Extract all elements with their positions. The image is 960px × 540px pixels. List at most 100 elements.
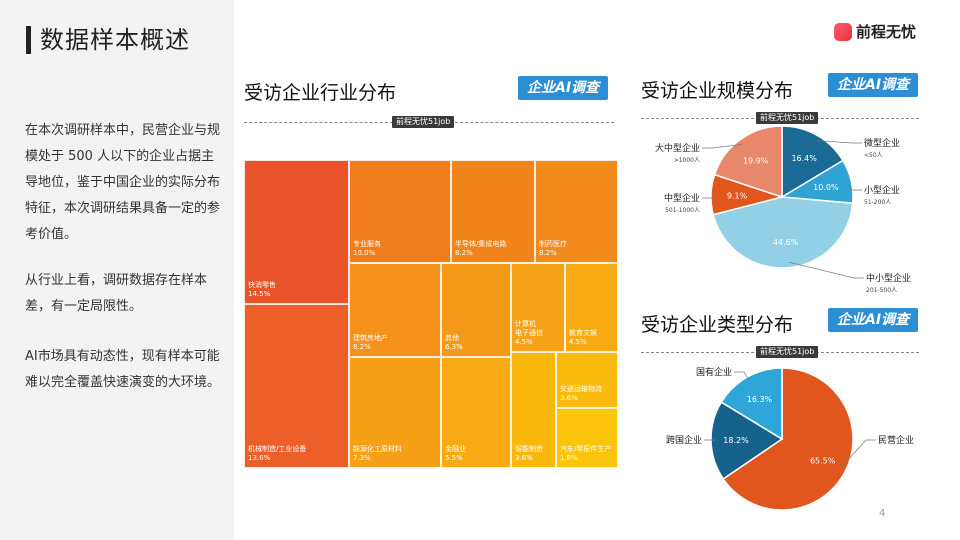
tile-label: 快消零售 14.5% [248, 281, 276, 299]
tile-construction: 建筑房地产 8.2% [349, 263, 441, 357]
tile-name: 其他 [445, 334, 459, 342]
type-pie-leader-dot [837, 467, 842, 472]
scale-pie-slice [712, 196, 854, 269]
scale-pie-leader-line [702, 143, 744, 149]
type-pie-category-label: 民营企业 [878, 434, 914, 446]
scale-pie-value-label: 19.9% [743, 157, 769, 166]
brand-logo: 前程无忧 [834, 21, 916, 42]
scale-pie-leader-line [845, 182, 862, 191]
tile-value: 4.5% [569, 338, 587, 346]
tile-value: 13.6% [248, 454, 271, 462]
scale-survey-badge: 企业AI调查 [828, 73, 919, 97]
type-source-tag: 前程无忧51job [756, 346, 819, 358]
tile-value: 3.6% [515, 454, 533, 462]
tile-name: 专业服务 [353, 240, 381, 248]
page-title: 数据样本概述 [40, 26, 190, 54]
scale-pie-category-sub: 51-200人 [864, 199, 891, 206]
tile-value: 6.3% [445, 343, 463, 351]
tile-value: 7.3% [353, 454, 371, 462]
scale-source-tag: 前程无忧51job [756, 112, 819, 124]
tile-value: 8.2% [353, 343, 371, 351]
tile-education: 教育文娱 4.5% [565, 263, 618, 352]
type-pie-value-label: 16.3% [747, 395, 773, 404]
tile-name: 机械制造/工业设备 [248, 445, 307, 453]
tile-name: 能源化工原材料 [353, 445, 402, 453]
tile-computer-telecom: 计算机 电子通信 4.5% [511, 263, 565, 352]
tile-other: 其他 6.3% [441, 263, 511, 357]
tile-label: 汽车/零配件生产 1.8% [560, 445, 611, 463]
tile-label: 机械制造/工业设备 13.6% [248, 445, 306, 463]
tile-value: 8.2% [539, 249, 557, 257]
scale-pie-category-sub: 201-500人 [866, 287, 897, 294]
tile-name: 教育文娱 [569, 329, 597, 337]
scale-pie-value-label: 10.0% [813, 183, 839, 192]
brand-logo-icon [834, 22, 852, 41]
tile-auto-parts: 汽车/零配件生产 1.8% [556, 408, 618, 468]
scale-pie-chart: 16.4% 微型企业 <50人 10.0% 小型企业 51-200人 44.6% 中小型企业 2… [655, 125, 911, 294]
tile-value: 5.5% [445, 454, 463, 462]
scale-pie-slice [713, 125, 783, 199]
tile-label: 其他 6.3% [445, 334, 463, 352]
title-accent-bar [26, 26, 31, 54]
scale-pie-leader-dot [785, 260, 789, 264]
tile-label: 计算机 电子通信 4.5% [515, 320, 543, 347]
tile-name: 交通运输物流 [560, 385, 602, 393]
tile-energy: 能源化工原材料 7.3% [349, 357, 441, 468]
tile-name: 金融业 [445, 445, 466, 453]
scale-pie-category-sub: <50人 [864, 152, 883, 159]
brand-logo-text: 前程无忧 [856, 23, 917, 41]
scale-pie-category-label: 小型企业 [864, 184, 900, 196]
paragraph-industry-note: 从行业上看，调研数据存在样本差，有一定局限性。 [25, 273, 208, 314]
tile-label: 半导体/集成电路 8.2% [455, 240, 506, 258]
tile-name: 建筑房地产 [353, 334, 388, 342]
tile-smart-manufacturing: 智能制造 3.6% [511, 352, 556, 468]
scale-pie-leader-dot [715, 193, 719, 197]
tile-name: 汽车/零配件生产 [560, 445, 612, 453]
paragraph-sample-summary: 在本次调研样本中，民营企业与规模处于 500 人以下的企业占据主导地位，鉴于中国… [25, 123, 221, 242]
type-pie-slice [722, 367, 854, 511]
type-pie-value-label: 65.5% [810, 457, 836, 466]
scale-pie-slice [781, 125, 844, 199]
scale-pie-category-label: 微型企业 [864, 137, 900, 149]
tile-name: 制药医疗 [539, 240, 567, 248]
scale-pie-value-label: 16.4% [791, 154, 817, 163]
scale-chart-title: 受访企业规模分布 [641, 80, 794, 102]
type-pie-category-label: 国有企业 [696, 366, 732, 378]
page-number: 4 [879, 508, 886, 519]
tile-label: 金融业 5.5% [445, 445, 466, 463]
tile-value: 1.8% [560, 454, 578, 462]
scale-pie-leader-line [787, 261, 864, 279]
tile-label: 智能制造 3.6% [515, 445, 543, 463]
tile-label: 建筑房地产 8.2% [353, 334, 388, 352]
tile-name: 计算机 电子通信 [515, 320, 543, 337]
industry-treemap: 快消零售 14.5% 机械制造/工业设备 13.6% 专业服务 10.0% 半导体/集成电路… [244, 160, 618, 468]
tile-value: 3.6% [560, 394, 578, 402]
tile-name: 半导体/集成电路 [455, 240, 507, 248]
tile-value: 4.5% [515, 338, 533, 346]
tile-value: 8.2% [455, 249, 473, 257]
tile-retail: 快消零售 14.5% [244, 160, 349, 304]
tile-transport-logistics: 交通运输物流 3.6% [556, 352, 618, 408]
type-survey-badge: 企业AI调查 [828, 308, 919, 332]
scale-pie-leader-dot [742, 142, 746, 146]
tile-machinery: 机械制造/工业设备 13.6% [244, 304, 349, 468]
tile-label: 教育文娱 4.5% [569, 329, 597, 347]
type-pie-slice [710, 401, 784, 480]
scale-pie-leader-line [702, 194, 718, 199]
industry-chart-title: 受访企业行业分布 [244, 82, 397, 104]
type-pie-leader-dot [748, 380, 752, 384]
left-panel [0, 0, 234, 540]
industry-source-tag: 前程无忧51job [392, 116, 455, 128]
tile-pharma: 制药医疗 8.2% [535, 160, 618, 263]
paragraph-market-note: AI市场具有动态性，现有样本可能难以完全覆盖快速演变的大环境。 [25, 349, 221, 390]
tile-label: 能源化工原材料 7.3% [353, 445, 402, 463]
scale-pie-value-label: 44.6% [773, 238, 799, 247]
tile-semiconductor: 半导体/集成电路 8.2% [451, 160, 535, 263]
scale-pie-leader-dot [843, 180, 847, 185]
type-chart-title: 受访企业类型分布 [641, 314, 794, 336]
tile-professional-services: 专业服务 10.0% [349, 160, 451, 263]
scale-pie-category-sub: >1000人 [674, 157, 700, 164]
scale-pie-leader-dot [812, 138, 816, 143]
tile-value: 10.0% [353, 249, 376, 257]
tile-name: 智能制造 [515, 445, 543, 453]
